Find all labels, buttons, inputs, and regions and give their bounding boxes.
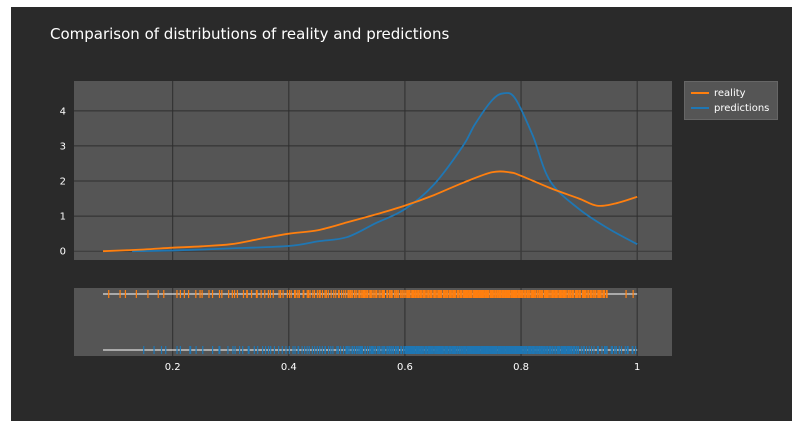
- legend-entry-reality: reality: [691, 86, 746, 100]
- rug-panel: 0.2 0.4 0.6 0.8 1: [74, 288, 672, 373]
- density-panel: 0 1 2 3 4: [60, 81, 672, 260]
- legend-label-predictions: predictions: [714, 102, 770, 114]
- rug-panel-background: [74, 288, 672, 356]
- x-tick-label: 0.2: [165, 362, 181, 373]
- legend-swatch-reality: [691, 92, 709, 94]
- y-tick-label: 4: [60, 106, 66, 117]
- rug-marks-reality: [108, 290, 634, 298]
- plot-area: 0 1 2 3 4 0.2 0.4 0.6 0.8 1: [60, 81, 672, 373]
- legend: reality predictions: [684, 81, 778, 120]
- y-tick-label: 0: [60, 247, 66, 258]
- series-line-reality: [102, 170, 638, 253]
- y-tick-label: 1: [60, 212, 66, 223]
- y-tick-label: 3: [60, 141, 66, 152]
- legend-label-reality: reality: [714, 87, 746, 99]
- density-panel-background: [74, 81, 672, 260]
- figure-canvas: Comparison of distributions of reality a…: [11, 7, 792, 421]
- rug-marks-predictions: [143, 346, 637, 354]
- chart-title: Comparison of distributions of reality a…: [50, 25, 450, 43]
- y-tick-label: 2: [60, 177, 66, 188]
- legend-swatch-predictions: [691, 107, 709, 109]
- series-line-predictions: [132, 92, 638, 253]
- legend-entry-predictions: predictions: [691, 101, 769, 115]
- x-tick-label: 1: [634, 362, 640, 373]
- x-tick-label: 0.6: [397, 362, 413, 373]
- x-tick-label: 0.8: [513, 362, 529, 373]
- x-tick-label: 0.4: [281, 362, 297, 373]
